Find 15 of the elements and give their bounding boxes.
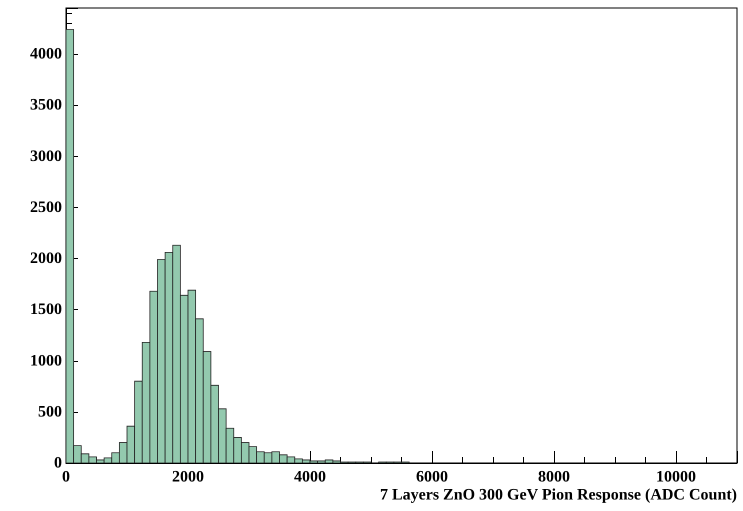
y-tick-label: 3000: [30, 148, 62, 165]
x-axis-title: 7 Layers ZnO 300 GeV Pion Response (ADC Count): [380, 486, 737, 504]
y-tick-label: 500: [38, 403, 62, 420]
y-tick-label: 2000: [30, 250, 62, 268]
x-tick-label: 2000: [172, 468, 204, 486]
x-tick-label: 4000: [294, 468, 326, 486]
x-tick-label: 8000: [538, 468, 570, 486]
y-tick-label: 1500: [30, 301, 62, 318]
y-tick-label: 2500: [30, 198, 62, 216]
y-tick-label: 4000: [30, 46, 62, 63]
y-tick-label: 1000: [30, 352, 62, 370]
x-tick-label: 6000: [416, 468, 448, 486]
y-tick-label: 0: [54, 454, 62, 472]
x-tick-label: 10000: [656, 468, 696, 486]
y-tick-label: 3500: [30, 96, 62, 114]
